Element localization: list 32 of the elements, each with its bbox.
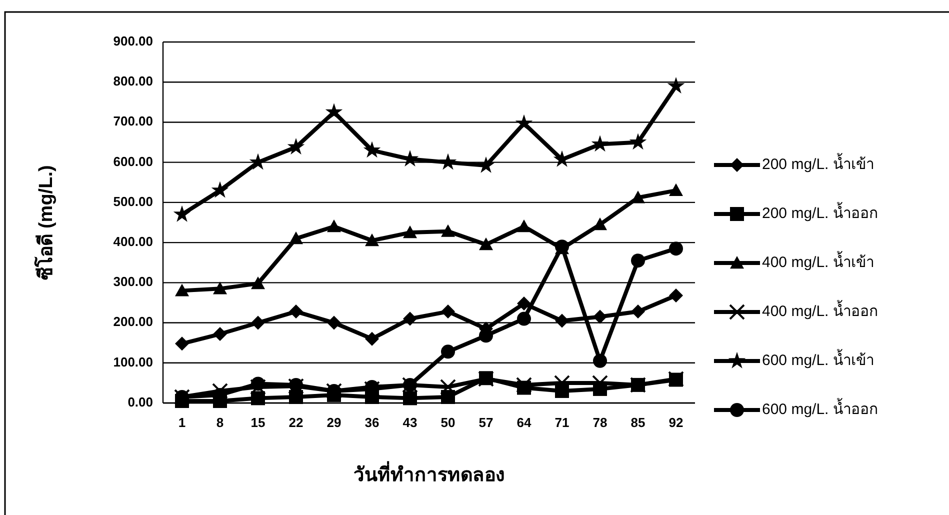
x-tick-label: 92 xyxy=(668,415,684,430)
x-tick-label: 1 xyxy=(178,415,186,430)
x-tick-label: 64 xyxy=(516,415,532,430)
y-tick-label: 500.00 xyxy=(113,194,153,209)
x-tick-label: 36 xyxy=(364,415,380,430)
legend-label: 400 mg/L. น้ำเข้า xyxy=(762,250,874,271)
legend-label: 600 mg/L. น้ำออก xyxy=(762,398,878,418)
y-tick-label: 0.00 xyxy=(128,394,153,410)
x-tick-label: 43 xyxy=(402,415,418,430)
y-tick-label: 600.00 xyxy=(113,154,153,169)
x-tick-label: 85 xyxy=(630,415,646,430)
x-tick-label: 57 xyxy=(478,415,494,430)
y-tick-label: 800.00 xyxy=(113,74,153,89)
x-tick-label: 8 xyxy=(216,415,224,430)
x-axis-title: วันที่ทำการทดลอง xyxy=(354,461,504,486)
y-tick-label: 700.00 xyxy=(113,114,153,129)
y-tick-label: 900.00 xyxy=(113,33,153,48)
y-tick-label: 100.00 xyxy=(113,354,153,370)
x-tick-label: 29 xyxy=(326,415,342,430)
x-tick-label: 15 xyxy=(250,415,266,430)
legend-label: 200 mg/L. น้ำออก xyxy=(762,202,878,222)
y-tick-label: 200.00 xyxy=(113,314,153,330)
x-tick-label: 22 xyxy=(288,415,304,430)
y-tick-label: 400.00 xyxy=(113,234,153,249)
y-axis-title: ซีโอดี (mg/L.) xyxy=(34,165,57,280)
legend-label: 200 mg/L. น้ำเข้า xyxy=(762,152,874,173)
legend-label: 600 mg/L. น้ำเข้า xyxy=(762,348,874,369)
legend-label: 400 mg/L. น้ำออก xyxy=(762,300,878,320)
y-tick-label: 300.00 xyxy=(113,274,153,290)
x-tick-label: 50 xyxy=(440,415,456,430)
x-tick-label: 78 xyxy=(592,415,608,430)
x-tick-label: 71 xyxy=(554,415,570,430)
